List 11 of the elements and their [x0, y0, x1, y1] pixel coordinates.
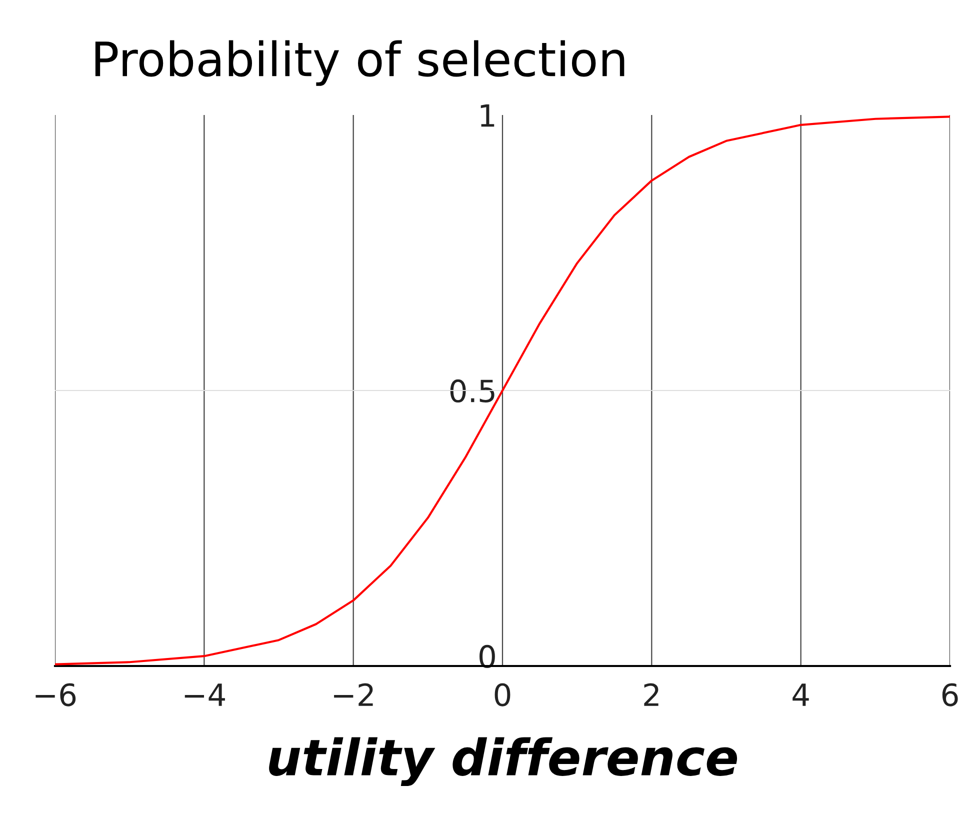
y-tick-label: 0.5: [450, 379, 494, 403]
x-tick-label: −4: [184, 684, 225, 706]
x-axis-title: utility difference: [269, 737, 738, 786]
x-tick-label: 4: [792, 684, 809, 706]
x-tick-label: −6: [36, 683, 76, 706]
x-tick-label: 0: [494, 683, 510, 706]
chart-title: Probability of selection: [95, 40, 624, 86]
y-tick-label: 1: [480, 104, 494, 127]
x-tick-label: −2: [334, 683, 373, 706]
x-tick-label: 6: [942, 683, 958, 706]
x-tick-label: 2: [644, 683, 658, 706]
